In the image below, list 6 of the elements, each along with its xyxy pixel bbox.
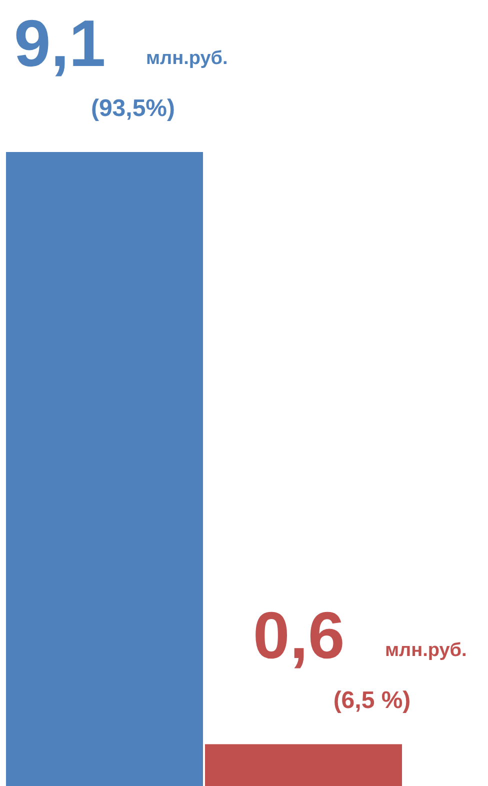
- annotation: (6,5 %): [333, 687, 411, 714]
- data-label: 9,1: [14, 6, 106, 80]
- data-label: 0,6: [252, 598, 345, 672]
- text: (93,5%): [90, 95, 176, 122]
- text: млн.руб.: [146, 48, 228, 69]
- annotation: млн.руб.: [384, 640, 467, 662]
